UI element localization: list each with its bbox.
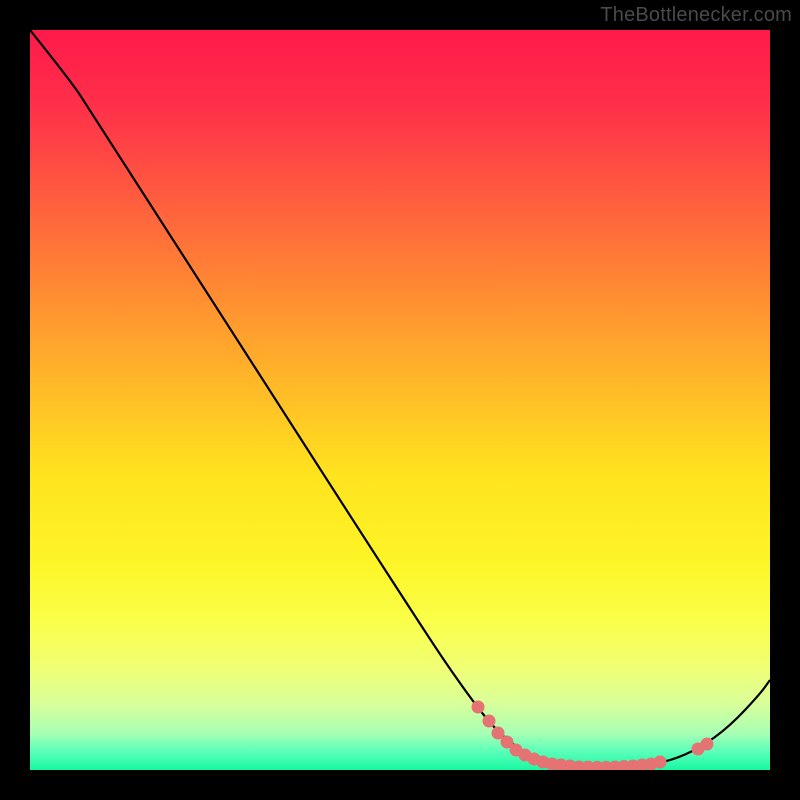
marker-point [654, 756, 667, 769]
marker-point [472, 701, 485, 714]
bottleneck-chart [0, 0, 800, 800]
watermark-text: TheBottlenecker.com [600, 4, 792, 27]
marker-point [483, 715, 496, 728]
chart-canvas [0, 0, 800, 800]
marker-point [701, 738, 714, 751]
gradient-background [30, 30, 770, 770]
